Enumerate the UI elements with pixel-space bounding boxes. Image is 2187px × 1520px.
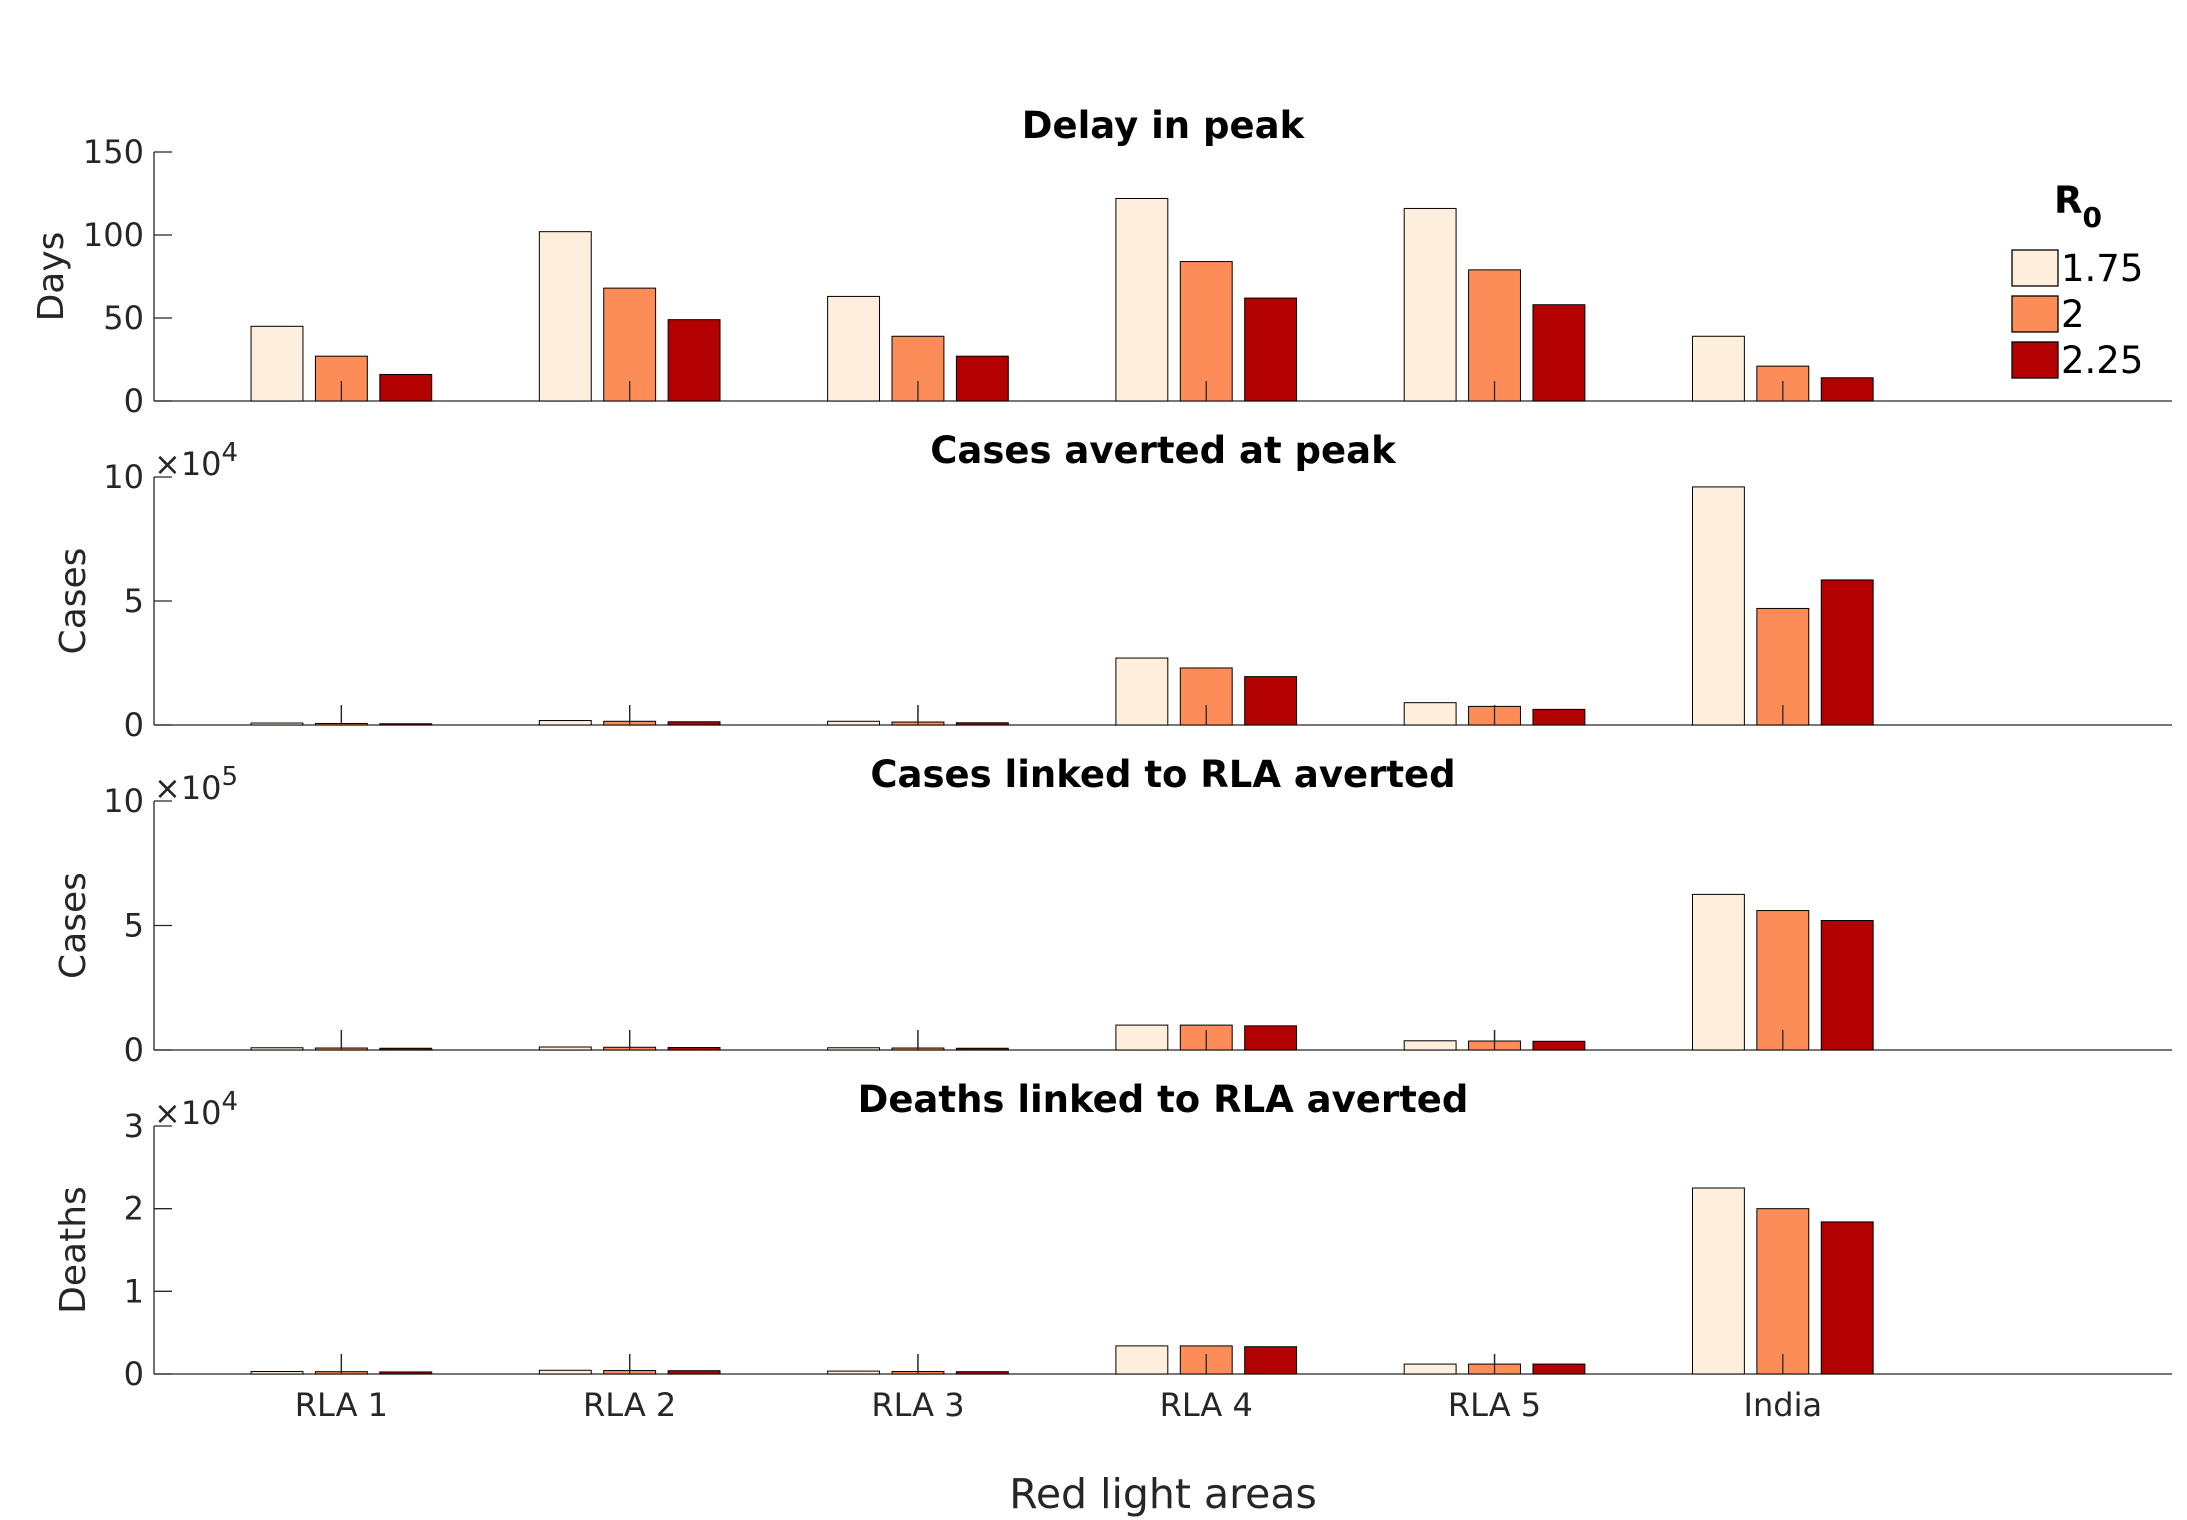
bar-rla-1-series-1: [250, 325, 304, 402]
y-tick-label: 10: [103, 782, 144, 820]
x-axis-label: Red light areas: [1009, 1470, 1317, 1518]
y-tick-label: 150: [83, 133, 144, 171]
bar-rla-2-series-3: [667, 1047, 721, 1051]
bar-rla-4-series-3: [1244, 1346, 1298, 1375]
y-tick-label: 0: [124, 382, 144, 420]
bar-rla-2-series-1: [538, 1046, 592, 1051]
x-tick-label: RLA 2: [583, 1386, 676, 1424]
y-exponent-label: ×105: [154, 762, 238, 807]
y-tick-label: 5: [124, 582, 144, 620]
y-exponent-label: ×104: [154, 438, 238, 483]
bar-rla-1-series-3: [379, 723, 433, 726]
legend-label-1: 1.75: [2061, 247, 2143, 290]
panel-1: 0 50 100 150 Delay in peak Days: [31, 104, 2172, 420]
bar-rla-5-series-3: [1532, 708, 1586, 726]
bar-rla-3-series-3: [955, 1047, 1009, 1051]
bar-rla-2-series-1: [538, 231, 592, 402]
legend-title: R0: [2054, 179, 2102, 234]
bar-rla-3-series-3: [955, 1371, 1009, 1375]
bar-rla-4-series-1: [1115, 1345, 1169, 1375]
bar-rla-4-series-1: [1115, 197, 1169, 402]
bar-rla-3-series-1: [827, 1047, 881, 1051]
legend-label-3: 2.25: [2061, 339, 2143, 382]
legend-swatch-1: [2011, 249, 2059, 287]
legend-swatch-2: [2011, 295, 2059, 333]
y-tick-label: 2: [124, 1190, 144, 1228]
bar-india-series-1: [1691, 335, 1745, 402]
bar-rla-3-series-1: [827, 295, 881, 402]
bar-rla-2-series-3: [667, 721, 721, 726]
y-axis-label: Days: [31, 232, 72, 322]
bar-rla-5-series-3: [1532, 1363, 1586, 1375]
y-axis-label: Cases: [53, 548, 94, 655]
bar-rla-4-series-3: [1244, 1025, 1298, 1051]
bar-rla-4-series-3: [1244, 676, 1298, 726]
panel-title: Cases linked to RLA averted: [870, 753, 1455, 796]
y-tick-label: 0: [124, 1031, 144, 1069]
y-tick-label: 0: [124, 1355, 144, 1393]
legend-label-2: 2: [2061, 293, 2085, 336]
bar-india-series-1: [1691, 893, 1745, 1051]
bar-rla-3-series-3: [955, 355, 1009, 402]
bar-rla-2-series-1: [538, 1369, 592, 1375]
bar-rla-1-series-3: [379, 1371, 433, 1375]
y-tick-label: 0: [124, 706, 144, 744]
bar-rla-1-series-1: [250, 1047, 304, 1051]
bar-india-series-3: [1820, 920, 1874, 1051]
bar-rla-3-series-1: [827, 720, 881, 726]
y-axis-label: Cases: [53, 872, 94, 979]
bar-rla-5-series-1: [1403, 702, 1457, 726]
bar-india-series-3: [1820, 1221, 1874, 1375]
bar-india-series-2: [1756, 1208, 1810, 1375]
bar-rla-1-series-3: [379, 373, 433, 402]
panel-2: 0 5 10 Cases averted at peak Cases ×104: [53, 429, 2172, 744]
y-tick-label: 100: [83, 216, 144, 254]
y-axis-label: Deaths: [53, 1186, 94, 1314]
bar-rla-2-series-3: [667, 1370, 721, 1375]
bar-rla-5-series-3: [1532, 304, 1586, 402]
y-tick-label: 10: [103, 458, 144, 496]
bar-rla-1-series-3: [379, 1047, 433, 1051]
panel-title: Cases averted at peak: [930, 429, 1397, 472]
y-tick-label: 3: [124, 1107, 144, 1145]
x-tick-label: RLA 5: [1448, 1386, 1541, 1424]
x-tick-label: India: [1744, 1386, 1823, 1424]
bar-rla-4-series-2: [1179, 261, 1233, 402]
bar-india-series-3: [1820, 377, 1874, 402]
bar-rla-1-series-1: [250, 1371, 304, 1375]
bar-rla-5-series-1: [1403, 1040, 1457, 1051]
bar-rla-4-series-3: [1244, 297, 1298, 402]
panel-title: Delay in peak: [1022, 104, 1306, 147]
bar-india-series-3: [1820, 579, 1874, 726]
x-tick-label: RLA 1: [295, 1386, 388, 1424]
bar-rla-5-series-3: [1532, 1040, 1586, 1051]
panel-3: 0 5 10 Cases linked to RLA averted Cases ×105: [53, 753, 2172, 1069]
bar-rla-3-series-3: [955, 722, 1009, 726]
bar-rla-4-series-1: [1115, 1024, 1169, 1051]
panel-4: 0 1 2 3 Deaths linked to RLA averted Deaths ×1…: [53, 1078, 2172, 1424]
bar-rla-2-series-1: [538, 720, 592, 726]
bar-india-series-1: [1691, 1187, 1745, 1375]
bar-india-series-2: [1756, 910, 1810, 1051]
bar-rla-5-series-2: [1468, 269, 1521, 402]
bar-rla-5-series-1: [1403, 207, 1457, 402]
bar-rla-5-series-1: [1403, 1363, 1457, 1375]
bar-rla-1-series-1: [250, 722, 304, 726]
x-tick-label: RLA 4: [1160, 1386, 1253, 1424]
panel-title: Deaths linked to RLA averted: [858, 1078, 1469, 1121]
x-tick-label: RLA 3: [871, 1386, 964, 1424]
legend-swatch-3: [2011, 341, 2059, 379]
y-tick-label: 5: [124, 907, 144, 945]
bar-india-series-1: [1691, 486, 1745, 726]
y-tick-label: 50: [103, 299, 144, 337]
y-exponent-label: ×104: [154, 1087, 238, 1132]
bar-rla-4-series-1: [1115, 657, 1169, 726]
bar-rla-2-series-3: [667, 319, 721, 402]
bar-rla-3-series-1: [827, 1370, 881, 1375]
y-tick-label: 1: [124, 1272, 144, 1310]
